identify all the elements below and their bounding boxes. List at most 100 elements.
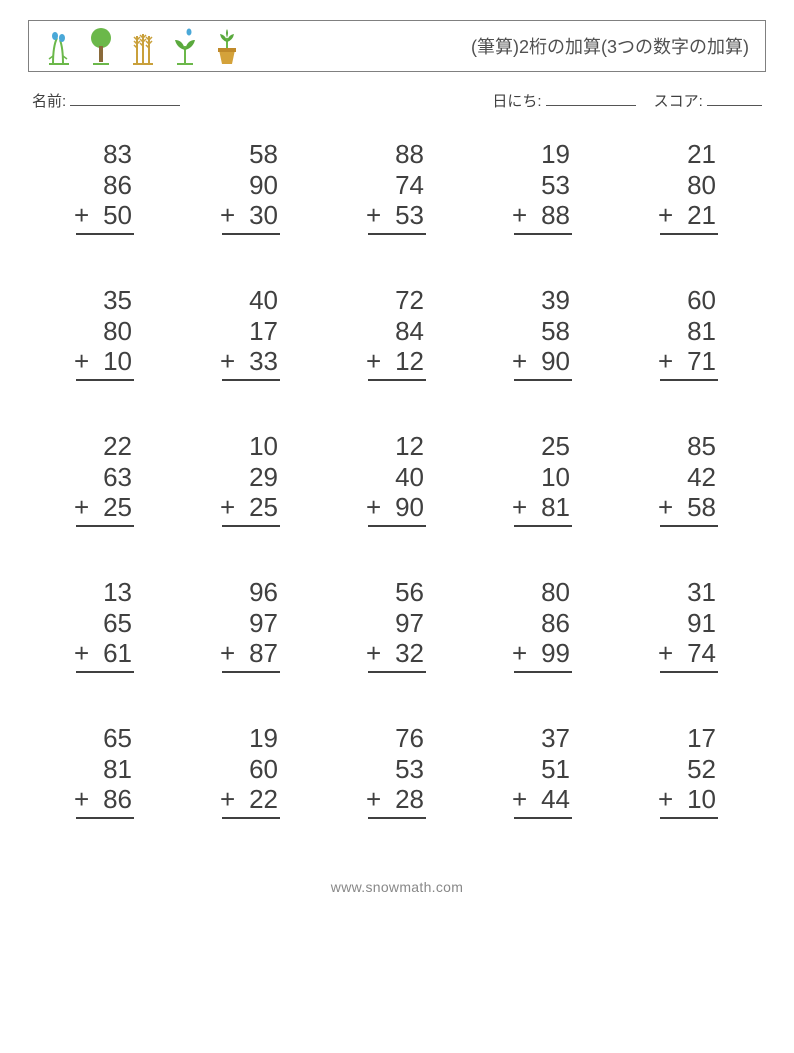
addition-problem: 2263+25 <box>32 431 178 527</box>
problem-stack: 6581+86 <box>76 723 134 819</box>
addend-3: 71 <box>687 346 716 376</box>
problem-stack: 8542+58 <box>660 431 718 527</box>
addend-3-row: +81 <box>514 492 572 527</box>
addition-problem: 8874+53 <box>324 139 470 235</box>
addend-1: 72 <box>368 285 426 316</box>
plus-sign: + <box>366 784 381 815</box>
addend-3: 28 <box>395 784 424 814</box>
addition-problem: 1752+10 <box>616 723 762 819</box>
plus-sign: + <box>512 492 527 523</box>
addend-1: 25 <box>514 431 572 462</box>
addend-3: 99 <box>541 638 570 668</box>
addend-3-row: +90 <box>368 492 426 527</box>
problem-stack: 1953+88 <box>514 139 572 235</box>
date-label: 日にち: <box>492 93 541 110</box>
addend-2: 74 <box>368 170 426 201</box>
addend-3: 81 <box>541 492 570 522</box>
addend-3-row: +88 <box>514 200 572 235</box>
addend-1: 35 <box>76 285 134 316</box>
plus-sign: + <box>220 346 235 377</box>
addend-3-row: +74 <box>660 638 718 673</box>
plus-sign: + <box>220 784 235 815</box>
date-field: 日にち: <box>492 90 635 111</box>
addend-3-row: +28 <box>368 784 426 819</box>
addend-3-row: +53 <box>368 200 426 235</box>
plus-sign: + <box>220 638 235 669</box>
addition-problem: 8386+50 <box>32 139 178 235</box>
footer-url: www.snowmath.com <box>28 879 766 895</box>
addend-3-row: +32 <box>368 638 426 673</box>
plus-sign: + <box>658 346 673 377</box>
problem-stack: 3191+74 <box>660 577 718 673</box>
addend-2: 17 <box>222 316 280 347</box>
addend-1: 39 <box>514 285 572 316</box>
addition-problem: 7284+12 <box>324 285 470 381</box>
addend-1: 19 <box>222 723 280 754</box>
addend-1: 56 <box>368 577 426 608</box>
addend-2: 40 <box>368 462 426 493</box>
addend-2: 91 <box>660 608 718 639</box>
addend-3-row: +25 <box>76 492 134 527</box>
addition-problem: 2180+21 <box>616 139 762 235</box>
addition-problem: 9697+87 <box>178 577 324 673</box>
addition-problem: 2510+81 <box>470 431 616 527</box>
addition-problem: 5697+32 <box>324 577 470 673</box>
addend-3: 50 <box>103 200 132 230</box>
addend-3-row: +44 <box>514 784 572 819</box>
addition-problem: 1240+90 <box>324 431 470 527</box>
header-box: (筆算)2桁の加算(3つの数字の加算) <box>28 20 766 72</box>
addend-1: 19 <box>514 139 572 170</box>
addition-problem: 1365+61 <box>32 577 178 673</box>
problem-stack: 1752+10 <box>660 723 718 819</box>
addend-2: 97 <box>368 608 426 639</box>
addend-1: 60 <box>660 285 718 316</box>
addend-3-row: +30 <box>222 200 280 235</box>
addend-3: 21 <box>687 200 716 230</box>
problem-stack: 1960+22 <box>222 723 280 819</box>
problem-stack: 1365+61 <box>76 577 134 673</box>
addend-3: 30 <box>249 200 278 230</box>
plus-sign: + <box>512 784 527 815</box>
header-icons <box>29 26 243 66</box>
addend-1: 17 <box>660 723 718 754</box>
addend-3-row: +71 <box>660 346 718 381</box>
plus-sign: + <box>366 492 381 523</box>
name-field: 名前: <box>32 90 180 111</box>
addition-problem: 3958+90 <box>470 285 616 381</box>
problem-stack: 8086+99 <box>514 577 572 673</box>
plus-sign: + <box>74 346 89 377</box>
problem-stack: 8386+50 <box>76 139 134 235</box>
problem-stack: 6081+71 <box>660 285 718 381</box>
addend-1: 10 <box>222 431 280 462</box>
addend-1: 40 <box>222 285 280 316</box>
addend-1: 22 <box>76 431 134 462</box>
addend-3-row: +25 <box>222 492 280 527</box>
problem-stack: 9697+87 <box>222 577 280 673</box>
sprout-drop-icon <box>169 26 201 66</box>
problem-stack: 1029+25 <box>222 431 280 527</box>
plus-sign: + <box>658 784 673 815</box>
addend-3-row: +22 <box>222 784 280 819</box>
addend-3-row: +10 <box>660 784 718 819</box>
problem-stack: 1240+90 <box>368 431 426 527</box>
plus-sign: + <box>658 492 673 523</box>
addend-3-row: +50 <box>76 200 134 235</box>
problem-stack: 4017+33 <box>222 285 280 381</box>
name-label: 名前: <box>32 93 66 110</box>
plus-sign: + <box>512 638 527 669</box>
potted-plant-icon <box>211 26 243 66</box>
plus-sign: + <box>74 200 89 231</box>
problem-stack: 2263+25 <box>76 431 134 527</box>
addition-problem: 1960+22 <box>178 723 324 819</box>
addend-1: 65 <box>76 723 134 754</box>
addend-3: 86 <box>103 784 132 814</box>
addend-1: 96 <box>222 577 280 608</box>
addend-2: 63 <box>76 462 134 493</box>
plus-sign: + <box>74 638 89 669</box>
addend-2: 86 <box>76 170 134 201</box>
score-field: スコア: <box>654 90 762 111</box>
addition-problem: 5890+30 <box>178 139 324 235</box>
wheat-icon <box>127 26 159 66</box>
addend-2: 90 <box>222 170 280 201</box>
problem-stack: 2510+81 <box>514 431 572 527</box>
